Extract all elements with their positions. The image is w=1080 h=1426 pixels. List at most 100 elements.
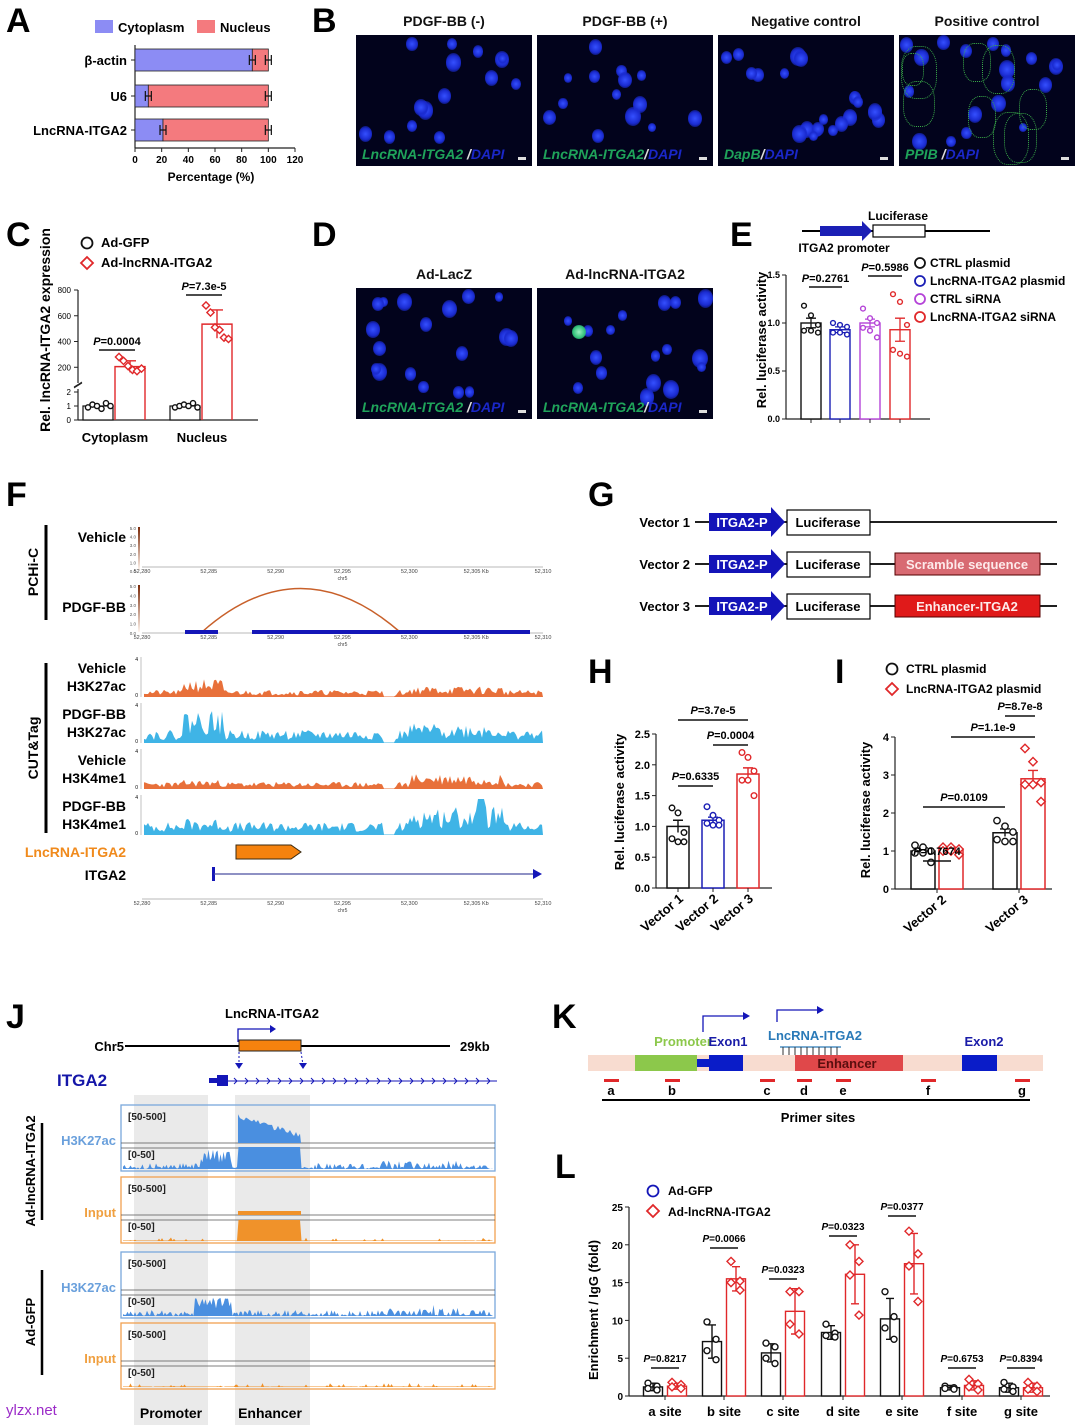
- chart-l-point: [854, 1310, 864, 1321]
- chart-a-category-label: LncRNA-ITGA2: [33, 123, 127, 138]
- lnc-overexpressing-cell: [572, 325, 586, 339]
- chart-i-y-tick-label: 0: [883, 884, 889, 896]
- k-primer-site-label: d: [800, 1083, 808, 1098]
- cell-nucleus: [464, 386, 475, 398]
- chart-a-xlabel: Percentage (%): [168, 170, 255, 184]
- k-exon1-box: [709, 1055, 743, 1071]
- chart-l-point: [762, 1354, 770, 1362]
- f-genomic-tick: 52,280: [134, 635, 151, 641]
- cell-nucleus: [808, 130, 818, 141]
- panel-label-g: G: [588, 476, 615, 514]
- scale-bar: [699, 157, 707, 160]
- cell-nucleus: [445, 53, 461, 72]
- cell-nucleus: [1038, 76, 1053, 94]
- chart-c-point-ad-gfp: [98, 405, 105, 413]
- chart-c-point-ad-lnc: [201, 300, 211, 311]
- ppib-signal: [900, 45, 938, 99]
- g-luciferase-label: Luciferase: [795, 599, 860, 614]
- cell-nucleus: [669, 295, 681, 310]
- cell-nucleus: [617, 310, 627, 321]
- d-micrograph-1-image: LncRNA-ITGA2 /DAPI: [356, 288, 532, 419]
- f-genomic-tick: 52,285: [200, 635, 217, 641]
- k-primer-mark: [797, 1079, 812, 1082]
- cell-nucleus: [662, 344, 672, 356]
- legend-marker-ad-gfp-l: [646, 1184, 660, 1198]
- chart-e-point: [859, 324, 867, 331]
- chart-l-p-value: P=0.0066: [702, 1234, 746, 1245]
- chart-c-point-ad-gfp: [93, 402, 101, 410]
- chevron-icon: [475, 1077, 480, 1085]
- chart-l-point: [904, 1226, 914, 1237]
- d-micrograph-1-caption: LncRNA-ITGA2 /DAPI: [362, 399, 505, 415]
- f-genomic-tick: 52,310: [535, 569, 552, 575]
- k-enhancer-label: Enhancer: [817, 1056, 876, 1071]
- f-genomic-tick: 52,305 Kb: [464, 569, 489, 575]
- cell-nucleus: [582, 325, 593, 337]
- chart-e-point: [859, 305, 867, 312]
- g-insert-label: Enhancer-ITGA2: [916, 599, 1018, 614]
- chart-a-x-tick-label: 100: [260, 155, 277, 166]
- cell-nucleus: [650, 350, 661, 363]
- chevron-icon: [431, 1077, 436, 1085]
- cell-nucleus: [611, 88, 622, 101]
- cell-nucleus: [558, 97, 568, 110]
- chart-a-error-bar: [264, 125, 272, 135]
- cell-nucleus: [419, 317, 433, 332]
- chart-a-error-bar: [144, 91, 152, 101]
- chart-a-x-tick-label: 0: [132, 155, 138, 166]
- k-primer-site-label: c: [763, 1083, 770, 1098]
- chart-l-point: [794, 1329, 804, 1339]
- chart-c-point-ad-lnc: [205, 307, 216, 318]
- chart-h-point: [674, 809, 682, 817]
- chart-l-point: [785, 1286, 795, 1297]
- chart-l-point: [822, 1320, 830, 1328]
- k-primer-mark: [921, 1079, 936, 1082]
- f-genomic-tick: 52,280: [134, 569, 151, 575]
- chart-l-point: [667, 1381, 677, 1392]
- cell-nucleus: [645, 373, 661, 393]
- chart-l-bar: [725, 1278, 747, 1397]
- f-cuttag-tracks: Vehicle H3K27ac 4 0 PDGF-BB H3K27ac 4 0 Vehicle H…: [62, 657, 543, 837]
- chart-l-y-tick-label: 10: [612, 1316, 624, 1327]
- b-micrograph-3-image: DapB/DAPI: [718, 35, 894, 166]
- e-luciferase-box: [872, 224, 926, 238]
- cell-nucleus: [647, 122, 656, 133]
- chart-i-p-value: P=8.7e-8: [998, 701, 1043, 713]
- legend-marker: [914, 275, 926, 287]
- k-primer-site-label: a: [607, 1083, 615, 1098]
- chart-l-point: [845, 1239, 855, 1250]
- cell-nucleus: [418, 380, 430, 394]
- chart-i-y-tick-label: 3: [883, 770, 889, 782]
- f-track-label-line2: H3K4me1: [62, 816, 126, 832]
- chart-e: Luciferase ITGA2 promoter Rel. luciferas…: [754, 209, 1065, 424]
- chevron-icon: [365, 1077, 370, 1085]
- cell-nucleus: [372, 297, 385, 312]
- k-primer-site-label: g: [1018, 1083, 1026, 1098]
- cell-nucleus: [358, 125, 373, 143]
- chart-l-point: [653, 1386, 661, 1394]
- chart-c-bar-ad-lnc: [114, 365, 146, 420]
- f-colorbars: 5.0 4.0 3.0 2.0 1.0 0.0 5.0 4.0 3.0 2.0 1.0 0.0: [130, 526, 140, 636]
- f-lnc-label: LncRNA-ITGA2: [25, 844, 126, 860]
- chart-e-point: [836, 321, 844, 329]
- f-colorbar-tick: 4.0: [130, 535, 137, 540]
- b-micrograph-2-image: LncRNA-ITGA2/DAPI: [537, 35, 713, 166]
- chart-h-y-tick-label: 1.0: [635, 821, 650, 833]
- j-gene-label: ITGA2: [57, 1071, 107, 1090]
- chart-l-point: [950, 1385, 958, 1393]
- chart-l-point: [964, 1381, 974, 1392]
- chart-c-error-bar: [211, 309, 223, 339]
- e-luciferase-label: Luciferase: [868, 209, 928, 223]
- cell-nucleus: [794, 49, 809, 67]
- chart-l-x-label: e site: [885, 1404, 918, 1419]
- chart-c-x-label: Nucleus: [177, 430, 228, 445]
- k-primer-mark: [604, 1079, 619, 1082]
- chart-h-y-tick-label: 0.5: [635, 852, 650, 864]
- chart-l-point: [735, 1285, 745, 1296]
- chart-l-point: [854, 1256, 864, 1267]
- legend-swatch-cytoplasm: [95, 20, 113, 33]
- chart-e-y-tick-label: 0.5: [767, 366, 780, 376]
- chart-h-p-value: P=0.0004: [707, 730, 755, 742]
- chart-e-point: [903, 353, 911, 360]
- chart-h-point: [668, 835, 676, 843]
